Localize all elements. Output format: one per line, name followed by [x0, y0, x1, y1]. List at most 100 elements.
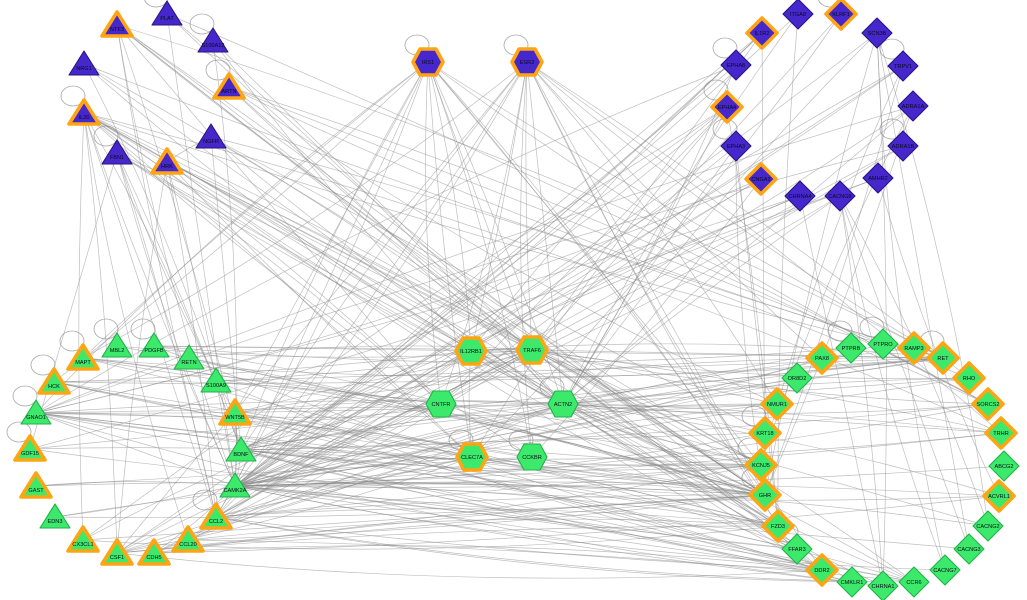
node-CAMK2A[interactable]	[219, 472, 251, 498]
node-ADRA1A[interactable]	[897, 90, 929, 122]
edge-IL12RB1-FFAR3	[470, 350, 798, 550]
self-loop-CCL2	[192, 489, 218, 511]
node-ABCG2[interactable]	[988, 450, 1020, 482]
node-GDF15[interactable]	[13, 434, 47, 462]
node-CACNG7[interactable]	[929, 554, 961, 586]
edge-GDF15-RET	[29, 357, 944, 450]
node-CNGA3[interactable]	[744, 162, 778, 196]
edge-HRK-ACTN2	[166, 161, 564, 405]
node-EPHA8[interactable]	[720, 49, 752, 81]
node-CNTFR[interactable]	[425, 390, 457, 418]
node-IL12RB1[interactable]	[454, 336, 488, 366]
edge-CCL2-GHR	[215, 494, 766, 518]
node-KCNJ5[interactable]	[744, 448, 778, 482]
node-HCK[interactable]	[37, 367, 71, 395]
node-GNAO1[interactable]	[20, 399, 52, 425]
node-IL1R2[interactable]	[745, 16, 779, 50]
edge-S100A9-DDR2	[215, 380, 823, 571]
edge-ACTN2-NMUR1	[562, 403, 778, 407]
node-PTPRO[interactable]	[867, 328, 899, 360]
node-TRAF6[interactable]	[515, 335, 549, 365]
node-KLRF1[interactable]	[824, 0, 858, 31]
node-FFAR3[interactable]	[781, 533, 813, 565]
edge-NGFR-KRT18	[210, 136, 766, 434]
node-ADRA1B[interactable]	[887, 130, 919, 162]
node-SCN3B[interactable]	[861, 17, 893, 49]
node-ESR2[interactable]	[510, 47, 544, 77]
node-MBL2[interactable]	[101, 332, 133, 358]
node-CACNG8[interactable]	[824, 180, 856, 212]
node-OR8D2[interactable]	[781, 362, 813, 394]
node-EPHA4[interactable]	[710, 90, 744, 124]
node-RAMP3[interactable]	[897, 331, 931, 365]
node-ARTN[interactable]	[212, 72, 246, 100]
node-WNT5B[interactable]	[218, 398, 252, 426]
node-CCL20[interactable]	[171, 525, 205, 553]
edge-HRK-GHR	[166, 161, 766, 496]
node-CCR6[interactable]	[898, 566, 930, 598]
node-IRS1[interactable]	[411, 47, 445, 77]
node-GAST[interactable]	[19, 471, 53, 499]
edge-CAMK2A-ABCG2	[234, 465, 1005, 488]
node-CACNG3[interactable]	[953, 533, 985, 565]
node-PDGFB[interactable]	[138, 332, 170, 358]
node-TRHR[interactable]	[984, 416, 1018, 450]
node-PAX8[interactable]	[805, 341, 839, 375]
node-DDR2[interactable]	[805, 553, 839, 587]
node-CHRNA1[interactable]	[867, 570, 899, 600]
node-CX3CL1[interactable]	[66, 525, 100, 553]
node-AMHR2[interactable]	[862, 162, 894, 194]
edge-GNAO1-CCR6	[35, 412, 915, 583]
node-KRT18[interactable]	[748, 416, 782, 450]
edge-ACTN2-TRHR	[562, 403, 1002, 434]
node-CCL2[interactable]	[199, 502, 233, 530]
node-PLAT[interactable]	[151, 0, 183, 26]
node-CCKBR[interactable]	[516, 443, 548, 471]
node-IL20[interactable]	[67, 98, 101, 126]
edge-AMHR2-GDF15	[29, 177, 879, 450]
node-PTPRB[interactable]	[835, 332, 867, 364]
edge-HRK-CLEC7A	[166, 161, 473, 458]
edge-NTF3-CAMK2A	[116, 24, 236, 487]
self-loop-FBN1	[93, 125, 119, 147]
node-S100A9[interactable]	[200, 367, 232, 393]
edge-ESR2-IL12RB1	[470, 61, 528, 352]
node-NGFR[interactable]	[195, 123, 227, 149]
node-EDN3[interactable]	[39, 503, 71, 529]
node-EPHA3[interactable]	[720, 130, 752, 162]
node-ACTN2[interactable]	[547, 390, 579, 418]
node-HRK[interactable]	[150, 147, 184, 175]
node-FZD3[interactable]	[761, 509, 795, 543]
edge-NRG1-GHR	[83, 63, 766, 496]
node-TRPV1[interactable]	[887, 50, 919, 82]
node-MAPT[interactable]	[66, 343, 100, 371]
node-CMKLR1[interactable]	[836, 566, 868, 598]
edge-CCL2-FZD3	[215, 508, 779, 527]
edge-CNGA3-CAMK2A	[234, 178, 762, 487]
node-NRG1[interactable]	[68, 50, 100, 76]
node-CDH5[interactable]	[137, 538, 171, 566]
node-CHRNA4[interactable]	[784, 180, 816, 212]
node-NMUR1[interactable]	[760, 387, 794, 421]
edge-EPHA3-FZD3	[735, 145, 779, 527]
node-S100A12[interactable]	[197, 27, 229, 53]
node-RET[interactable]	[926, 341, 960, 375]
edge-IL1R2-CAMK2A	[234, 32, 763, 487]
node-ITGA8[interactable]	[782, 0, 814, 30]
node-RETN[interactable]	[173, 344, 205, 370]
edge-ACTN2-CDH5	[153, 403, 564, 554]
node-CLEC7A[interactable]	[455, 442, 489, 472]
node-ACVRL1[interactable]	[982, 479, 1016, 513]
edge-NRG1-BDNF	[83, 63, 242, 451]
node-RHO[interactable]	[952, 361, 986, 395]
node-SORCS2[interactable]	[971, 387, 1005, 421]
edge-WNT5B-DDR2	[234, 412, 823, 571]
node-CSF1[interactable]	[100, 538, 134, 566]
edge-IL20-RET	[83, 112, 944, 359]
node-GHR[interactable]	[748, 478, 782, 512]
edge-CAMK2A-CACNG3	[234, 485, 970, 550]
node-FBN1[interactable]	[101, 139, 133, 165]
node-NTF3[interactable]	[100, 10, 134, 38]
node-CACNG2[interactable]	[972, 510, 1004, 542]
node-BDNF[interactable]	[225, 436, 257, 462]
